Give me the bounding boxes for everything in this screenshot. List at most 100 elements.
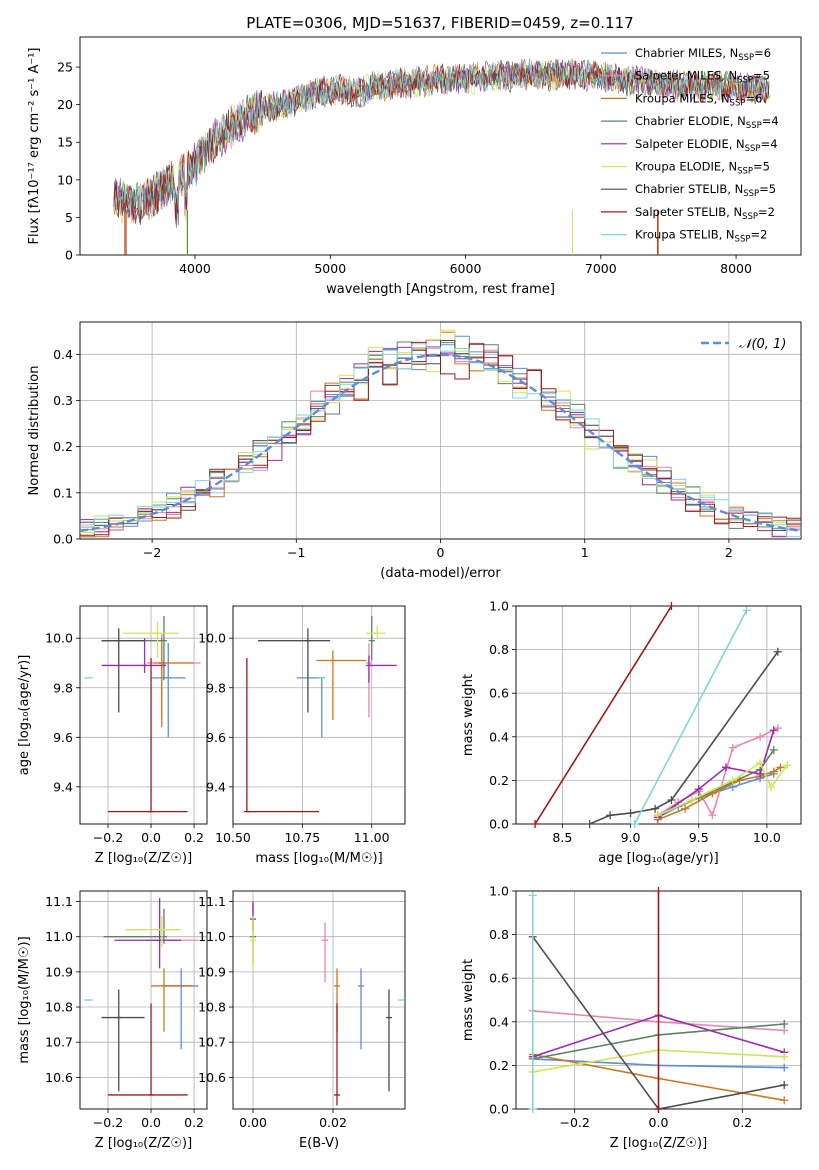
x-tick-label: 4000: [179, 261, 211, 276]
y-axis-label: Flux [fλ10⁻¹⁷ erg cm⁻² s⁻¹ A⁻¹]: [27, 48, 42, 245]
legend-label-main: Salpeter MILES, N: [635, 69, 737, 83]
x-tick-label: 0: [437, 545, 445, 560]
spectrum-line-salpeter-elodie-n-ssp-4: [113, 58, 770, 220]
weight-marker-salpeter-miles: [773, 724, 782, 733]
x-tick-label: 1: [581, 545, 589, 560]
legend-label-salpeter-stelib-n-ssp-2: Salpeter STELIB, NSSP=2: [635, 205, 775, 222]
weight-marker-chabrier-stelib: [780, 1081, 789, 1090]
y-tick-label: 20: [57, 97, 73, 112]
x-tick-label: 10.75: [284, 830, 320, 845]
weight-marker-chabrier-stelib: [667, 796, 676, 805]
x-tick-label: 10.0: [753, 830, 781, 845]
weight-marker-kroupa-elodie: [728, 776, 737, 785]
normal-reference-curve: [79, 353, 802, 533]
x-tick-label: 2: [725, 545, 733, 560]
legend-label-salpeter-elodie-n-ssp-4: Salpeter ELODIE, NSSP=4: [635, 137, 778, 154]
errorbar-kroupa-elodie: [250, 915, 256, 969]
legend-label-kroupa-elodie-n-ssp-5: Kroupa ELODIE, NSSP=5: [635, 160, 770, 177]
weight-line-salpeter-stelib: [534, 606, 673, 824]
legend-label-main: Salpeter ELODIE, N: [635, 137, 745, 151]
x-tick-label: −2: [143, 545, 161, 560]
legend-label-sub: SSP: [745, 144, 761, 154]
histogram-kroupa-stelib: [80, 343, 801, 538]
y-tick-label: 9.4: [53, 779, 73, 794]
errorbar-salpeter-stelib: [334, 1003, 340, 1106]
histogram-salpeter-stelib: [80, 341, 801, 536]
weight-marker-salpeter-miles: [728, 743, 737, 752]
weight-marker-salpeter-elodie: [769, 726, 778, 735]
weight-line-chabrier-stelib: [589, 651, 779, 824]
errorbar-chabrier-stelib: [101, 989, 145, 1092]
legend-label-sub: SSP: [735, 235, 751, 245]
legend-label-end: =5: [759, 182, 776, 196]
y-tick-label: 9.4: [206, 779, 226, 794]
y-tick-label: 10.0: [198, 631, 226, 646]
y-axis-label: mass [log₁₀(M/M☉)]: [17, 936, 32, 1063]
axes-frame: [79, 890, 208, 1110]
legend-label-sub: SSP: [737, 167, 753, 177]
y-tick-label: 0.1: [53, 485, 73, 500]
legend-label-end: =4: [761, 137, 778, 151]
y-tick-label: 15: [57, 135, 73, 150]
weight-marker-salpeter-stelib: [654, 1105, 663, 1113]
y-tick-label: 10: [57, 172, 73, 187]
x-tick-label: 8000: [720, 261, 752, 276]
y-tick-label: 10.0: [45, 631, 73, 646]
legend-label-chabrier-stelib-n-ssp-5: Chabrier STELIB, NSSP=5: [635, 182, 776, 199]
x-axis-label: Z [log₁₀(Z/Z☉)]: [95, 851, 192, 866]
x-tick-label: 9.0: [621, 830, 641, 845]
x-tick-label: 0.2: [184, 830, 204, 845]
legend-label-end: =6: [745, 91, 762, 105]
x-tick-label: 0.02: [319, 1115, 347, 1130]
y-tick-label: 11.1: [198, 894, 226, 909]
weight-line-kroupa-stelib: [633, 610, 748, 824]
legend-label-main: Kroupa ELODIE, N: [635, 160, 737, 174]
x-tick-label: 5000: [314, 261, 346, 276]
weight-line-kroupa-elodie: [657, 761, 789, 817]
x-tick-label: 0.2: [732, 1115, 752, 1130]
axes-frame: [232, 890, 406, 1110]
legend-label-sub: SSP: [743, 189, 759, 199]
y-tick-label: 1.0: [489, 884, 509, 899]
mass-weight-vs-age-panel: 8.5 9.0 9.5 10.0 0.0 0.2 0.4 0.6 0.8 1.0 age [log₁…: [461, 599, 802, 866]
weight-marker-chabrier-stelib: [651, 804, 660, 813]
x-axis-label: E(B-V): [299, 1136, 339, 1151]
x-tick-label: 10.50: [215, 830, 251, 845]
axes-frame: [79, 605, 208, 825]
weight-marker-kroupa-elodie: [780, 1052, 789, 1061]
weight-marker-salpeter-miles: [756, 732, 765, 741]
weight-marker-salpeter-stelib: [531, 820, 540, 828]
x-axis-label: (data-model)/error: [380, 566, 501, 581]
y-tick-label: 10.8: [45, 1000, 73, 1015]
y-tick-label: 0.6: [489, 686, 509, 701]
legend-label-sub: SSP: [746, 121, 762, 131]
weight-marker-kroupa-elodie: [767, 782, 775, 791]
weight-marker-chabrier-elodie: [780, 1019, 789, 1028]
legend-label-main: Salpeter STELIB, N: [635, 205, 742, 219]
weight-marker-salpeter-elodie: [694, 785, 703, 794]
x-tick-label: 0.2: [184, 1115, 204, 1130]
axes-frame: [79, 321, 802, 540]
x-axis-label: Z [log₁₀(Z/Z☉)]: [95, 1136, 192, 1151]
legend-label-main: Chabrier MILES, N: [635, 46, 738, 60]
axes-frame: [79, 36, 802, 256]
weight-marker-chabrier-stelib: [606, 811, 615, 820]
spectrum-panel: 4000 5000 6000 7000 8000 0 5 10 15 20 25 wavelength…: [27, 36, 802, 297]
axes-frame: [515, 605, 802, 825]
x-tick-label: 0.0: [141, 830, 161, 845]
residuals-panel: −2 −1 0 1 2 0.0 0.1 0.2 0.3 0.4 (data-model)/error…: [27, 321, 802, 581]
x-tick-label: −1: [287, 545, 305, 560]
weight-marker-salpeter-stelib: [667, 602, 676, 610]
errorbar-chabrier-stelib: [101, 628, 145, 713]
legend-label-end: =5: [753, 160, 770, 174]
x-axis-label: mass [log₁₀(M/M☉)]: [255, 851, 382, 866]
y-tick-label: 0.0: [489, 1102, 509, 1117]
y-axis-label: Normed distribution: [27, 366, 42, 496]
y-tick-label: 0.3: [53, 393, 73, 408]
legend-label-sub: SSP: [737, 76, 753, 86]
y-tick-label: 10.6: [45, 1070, 73, 1085]
y-tick-label: 25: [57, 60, 73, 75]
legend-label-chabrier-miles-n-ssp-6: Chabrier MILES, NSSP=6: [635, 46, 771, 63]
x-tick-label: −0.2: [93, 830, 123, 845]
axes-layer: 4000 5000 6000 7000 80000510152025wavelength…: [17, 36, 802, 1151]
